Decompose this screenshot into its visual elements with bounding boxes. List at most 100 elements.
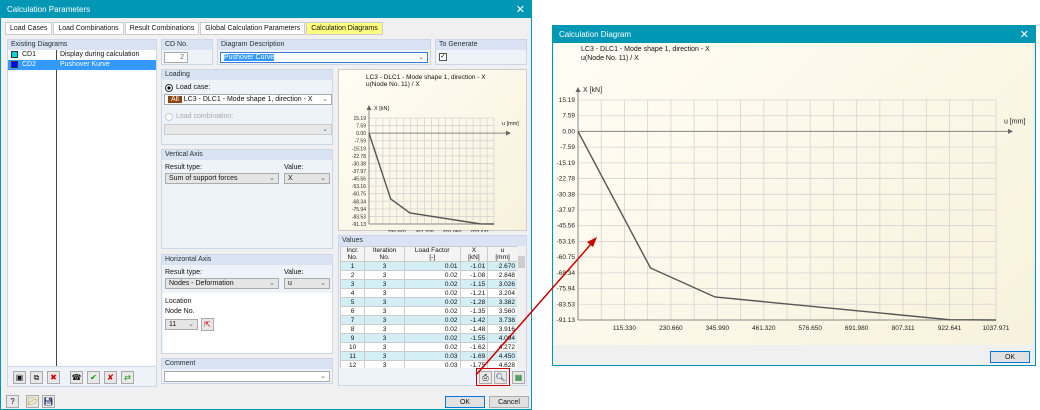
- pick-node-icon[interactable]: ⇱: [201, 318, 214, 331]
- table-row[interactable]: 5 3 0.02 -1.28 3.382: [340, 297, 518, 307]
- table-row[interactable]: 6 3 0.02 -1.35 3.560: [340, 306, 518, 316]
- tab-global-calculation-parameters[interactable]: Global Calculation Parameters: [200, 22, 306, 35]
- column-header[interactable]: Load Factor [-]: [404, 246, 461, 262]
- chart-title: LC3 - DLC1 - Mode shape 1, direction - X: [366, 74, 486, 81]
- table-cell: 11: [340, 351, 366, 361]
- y-tick-label: -30.38: [557, 191, 576, 198]
- x-tick-label: 115.330: [613, 325, 636, 332]
- table-cell: 3: [364, 288, 406, 298]
- column-header-text: X: [471, 247, 477, 254]
- new-diagram-icon[interactable]: ▣: [13, 371, 26, 384]
- diagram-preview: LC3 - DLC1 - Mode shape 1, direction - X…: [338, 69, 527, 232]
- dropdown-value: Sum of support forces: [169, 175, 238, 182]
- table-cell: -1.21: [459, 288, 489, 298]
- load-case-value: LC3 - DLC1 - Mode shape 1, direction - X: [183, 96, 313, 103]
- table-row[interactable]: 4 3 0.02 -1.21 3.204: [340, 288, 518, 298]
- check-all-icon[interactable]: ✔: [87, 371, 100, 384]
- horizontal-value-dropdown[interactable]: u ⌄: [284, 278, 330, 289]
- table-cell: 3: [364, 270, 406, 280]
- table-cell: 4.272: [487, 342, 518, 352]
- tab-load-cases[interactable]: Load Cases: [5, 22, 53, 35]
- load-case-tag: All: [168, 96, 182, 103]
- value-label: Value:: [284, 269, 304, 276]
- table-row[interactable]: 8 3 0.02 -1.48 3.916: [340, 324, 518, 334]
- column-header[interactable]: Iteration No.: [364, 246, 406, 262]
- comment-header: Comment: [162, 359, 332, 369]
- ok-button[interactable]: OK: [445, 396, 485, 408]
- copy-diagram-icon[interactable]: ⧉: [30, 371, 43, 384]
- column-header-text: u: [500, 247, 505, 254]
- diagram-list-item[interactable]: CD1 Display during calculation: [8, 50, 156, 60]
- table-cell: -1.28: [459, 297, 489, 307]
- node-no-dropdown[interactable]: 11 ⌄: [165, 319, 198, 330]
- table-cell: 0.03: [404, 360, 461, 368]
- to-generate-checkbox[interactable]: ✓: [439, 53, 447, 61]
- table-row[interactable]: 11 3 0.03 -1.69 4.450: [340, 351, 518, 361]
- load-combination-dropdown[interactable]: ⌄: [164, 124, 332, 135]
- open-icon[interactable]: 📂︎: [26, 395, 39, 408]
- values-header: Values: [339, 236, 526, 246]
- table-cell: -1.15: [459, 279, 489, 289]
- diagram-ok-button[interactable]: OK: [990, 351, 1030, 363]
- existing-diagrams-panel: Existing Diagrams CD1 Display during cal…: [7, 39, 157, 387]
- diagram-id: CD2: [22, 61, 37, 68]
- diagram-description-field[interactable]: Pushover Curve ⌄: [220, 52, 428, 63]
- x-tick-label: 1037.971: [982, 325, 1009, 332]
- table-cell: 3: [364, 324, 406, 334]
- table-cell: 2.670: [487, 261, 518, 271]
- dialog-title: Calculation Parameters: [7, 5, 91, 14]
- cd-no-field: 2: [164, 52, 188, 63]
- column-header[interactable]: X [kN]: [459, 246, 489, 262]
- comment-field[interactable]: ⌄: [164, 371, 330, 382]
- invert-selection-icon[interactable]: ⇄: [121, 371, 134, 384]
- vertical-result-type-dropdown[interactable]: Sum of support forces ⌄: [165, 173, 279, 184]
- vertical-scrollbar[interactable]: [517, 246, 526, 368]
- uncheck-all-icon[interactable]: ✘: [104, 371, 117, 384]
- load-case-dropdown[interactable]: All LC3 - DLC1 - Mode shape 1, direction …: [164, 94, 332, 105]
- table-row[interactable]: 3 3 0.02 -1.15 3.026: [340, 279, 518, 289]
- chart-subtitle: u(Node No. 11) / X: [366, 81, 420, 88]
- save-icon[interactable]: 💾︎: [42, 395, 55, 408]
- tab-load-combinations[interactable]: Load Combinations: [53, 22, 124, 35]
- help-icon[interactable]: ?: [6, 395, 19, 408]
- load-combination-radio[interactable]: [165, 113, 173, 121]
- description-label: Diagram Description: [218, 40, 430, 50]
- close-icon[interactable]: ✕: [1019, 29, 1029, 41]
- horizontal-result-type-dropdown[interactable]: Nodes - Deformation ⌄: [165, 278, 279, 289]
- table-row[interactable]: 2 3 0.02 -1.08 2.848: [340, 270, 518, 280]
- title-bar: Calculation Diagram ✕: [553, 26, 1035, 43]
- select-icon[interactable]: ☎: [70, 371, 83, 384]
- table-cell: -1.35: [459, 306, 489, 316]
- table-cell: 3.560: [487, 306, 518, 316]
- load-case-radio[interactable]: [165, 84, 173, 92]
- vertical-value-dropdown[interactable]: X ⌄: [284, 173, 330, 184]
- delete-diagram-icon[interactable]: ✖: [47, 371, 60, 384]
- table-row[interactable]: 10 3 0.02 -1.62 4.272: [340, 342, 518, 352]
- cancel-button[interactable]: Cancel: [489, 396, 529, 408]
- description-value: Pushover Curve: [224, 54, 275, 61]
- column-header[interactable]: Incr. No.: [340, 246, 366, 262]
- tab-result-combinations[interactable]: Result Combinations: [124, 22, 200, 35]
- values-group: Values Incr. No. Iteration No. Load Factor [-…: [338, 235, 527, 386]
- close-icon[interactable]: ✕: [515, 4, 525, 16]
- y-tick-label: 7.59: [356, 124, 366, 130]
- column-header[interactable]: u [mm]: [487, 246, 518, 262]
- table-row[interactable]: 12 3 0.03 -1.75 4.628: [340, 360, 518, 368]
- horizontal-axis-group: Horizontal Axis Result type: Value: Node…: [161, 254, 333, 354]
- export-excel-icon[interactable]: ▦: [512, 371, 525, 384]
- table-row[interactable]: 1 3 0.01 -1.01 2.670: [340, 261, 518, 271]
- diagram-description-group: Diagram Description Pushover Curve ⌄: [217, 39, 431, 65]
- x-tick-label: 461.320: [416, 230, 434, 232]
- tab-calculation-diagrams[interactable]: Calculation Diagrams: [306, 22, 383, 35]
- table-cell: 0.02: [404, 297, 461, 307]
- table-row[interactable]: 7 3 0.02 -1.42 3.738: [340, 315, 518, 325]
- location-label: Location: [165, 298, 192, 305]
- table-row[interactable]: 9 3 0.02 -1.55 4.094: [340, 333, 518, 343]
- table-cell: 0.02: [404, 315, 461, 325]
- dialog-title: Calculation Diagram: [559, 30, 632, 39]
- table-cell: 3.382: [487, 297, 518, 307]
- diagram-list-item-selected[interactable]: CD2 Pushover Kurve: [8, 60, 156, 70]
- x-tick-label: 230.660: [659, 325, 683, 332]
- table-cell: 0.03: [404, 351, 461, 361]
- y-tick-label: -68.34: [557, 270, 576, 277]
